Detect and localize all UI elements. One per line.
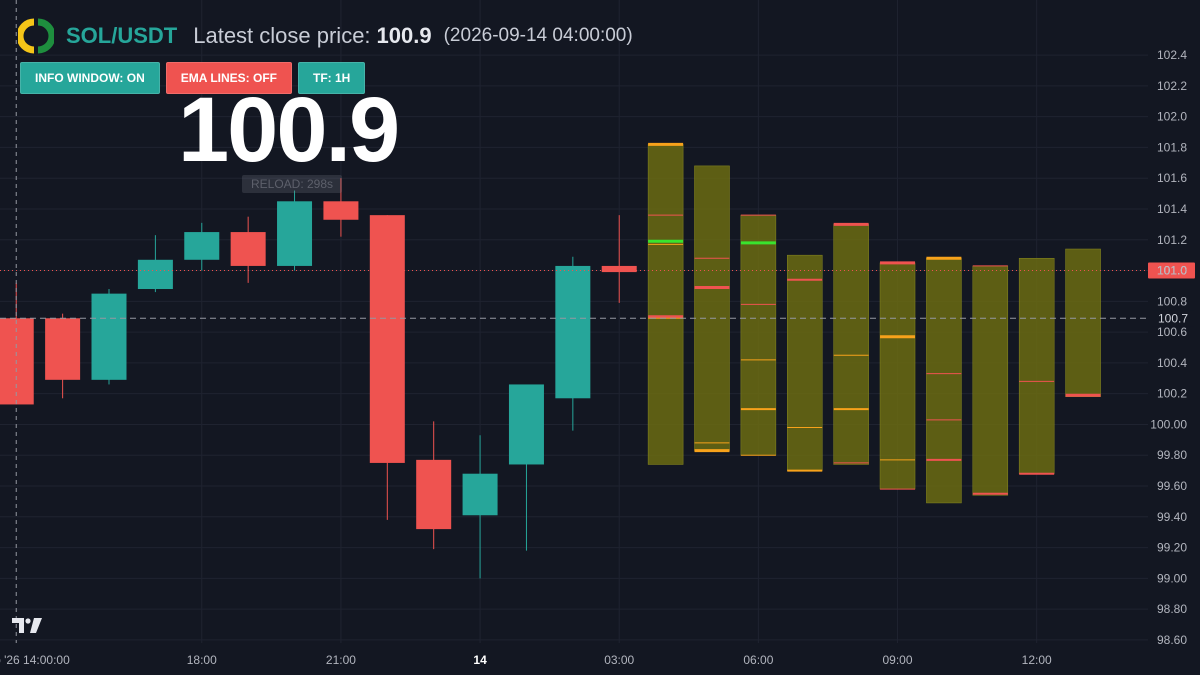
y-tick-label: 99.20 bbox=[1157, 541, 1187, 555]
y-tick-label: 100.8 bbox=[1157, 294, 1187, 308]
y-tick-label: 99.00 bbox=[1157, 571, 1187, 585]
chart-header: SOL/USDT Latest close price: 100.9 (2026… bbox=[18, 18, 633, 54]
y-tick-label: 101.4 bbox=[1157, 202, 1187, 216]
timeframe-button[interactable]: TF: 1H bbox=[297, 62, 366, 94]
candle-body bbox=[416, 459, 452, 530]
x-tick-label: 09:00 bbox=[883, 653, 913, 667]
y-tick-label: 100.6 bbox=[1157, 325, 1187, 339]
projection-box bbox=[879, 262, 916, 490]
big-price-display: 100.9 bbox=[178, 79, 400, 181]
candle-body bbox=[91, 293, 127, 380]
projection-box bbox=[787, 254, 823, 471]
reload-countdown: RELOAD: 298s bbox=[242, 175, 342, 193]
symbol-label: SOL/USDT bbox=[66, 23, 178, 48]
candle-body bbox=[137, 259, 173, 290]
x-tick-label: 06:00 bbox=[743, 653, 773, 667]
tradingview-logo-icon[interactable] bbox=[12, 618, 44, 634]
price-lines: 101.0 100.7 bbox=[0, 0, 1195, 643]
y-tick-label: 100.2 bbox=[1157, 387, 1187, 401]
price-line-badge bbox=[1148, 262, 1195, 279]
ema-lines-toggle-button[interactable]: EMA LINES: OFF bbox=[165, 62, 292, 94]
y-tick-label: 101.6 bbox=[1157, 171, 1187, 185]
x-tick-label: 03:00 bbox=[604, 653, 634, 667]
projection-box bbox=[1065, 248, 1101, 398]
price-line-label: 100.7 bbox=[1158, 311, 1188, 325]
y-tick-label: 98.80 bbox=[1157, 602, 1187, 616]
price-line-badge bbox=[1152, 310, 1194, 327]
x-tick-label: 14 bbox=[473, 653, 487, 667]
candle-body bbox=[0, 318, 34, 405]
candle-body bbox=[601, 265, 637, 273]
candle-body bbox=[323, 201, 359, 220]
projection-box bbox=[926, 257, 962, 504]
candle-body bbox=[508, 384, 544, 465]
candle-body bbox=[555, 265, 591, 399]
candle-body bbox=[45, 318, 81, 380]
close-price-time: (2026-09-14 04:00:00) bbox=[443, 25, 633, 46]
info-window-toggle-button[interactable]: INFO WINDOW: ON bbox=[20, 62, 160, 94]
solana-logo-icon bbox=[18, 18, 54, 54]
y-tick-label: 101.0 bbox=[1157, 264, 1187, 278]
y-tick-label: 100.4 bbox=[1157, 356, 1187, 370]
x-tick-label: 13 Sep '26 14:00:00 bbox=[0, 653, 70, 667]
y-tick-label: 99.80 bbox=[1157, 448, 1187, 462]
projection-box bbox=[972, 265, 1009, 496]
y-tick-label: 100.00 bbox=[1150, 417, 1187, 431]
projection-layer bbox=[647, 142, 1101, 504]
y-tick-label: 102.2 bbox=[1157, 79, 1187, 93]
candle-body bbox=[462, 473, 498, 516]
x-tick-label: 18:00 bbox=[187, 653, 217, 667]
toolbar: INFO WINDOW: ON EMA LINES: OFF TF: 1H bbox=[20, 62, 366, 94]
y-tick-label: 102.4 bbox=[1157, 48, 1187, 62]
y-tick-label: 102.0 bbox=[1157, 110, 1187, 124]
close-price-label: Latest close price: bbox=[193, 23, 371, 48]
x-tick-label: 12:00 bbox=[1022, 653, 1052, 667]
close-price-value: 100.9 bbox=[376, 23, 432, 48]
price-line-label: 101.0 bbox=[1157, 264, 1187, 278]
projection-box bbox=[833, 224, 869, 465]
y-tick-label: 99.60 bbox=[1157, 479, 1187, 493]
y-tick-label: 101.8 bbox=[1157, 140, 1187, 154]
candle-layer bbox=[0, 178, 637, 579]
projection-box bbox=[647, 144, 684, 465]
candle-body bbox=[184, 232, 220, 260]
y-tick-label: 99.40 bbox=[1157, 510, 1187, 524]
projection-box bbox=[740, 214, 777, 456]
y-tick-label: 101.2 bbox=[1157, 233, 1187, 247]
y-tick-label: 98.60 bbox=[1157, 633, 1187, 647]
projection-box bbox=[694, 165, 730, 451]
x-tick-label: 21:00 bbox=[326, 653, 356, 667]
candle-body bbox=[369, 215, 405, 463]
candle-body bbox=[277, 201, 313, 266]
projection-box bbox=[1018, 257, 1055, 474]
axes: 102.4 102.2 102.0 101.8 101.6 101.4 101.2 101.0… bbox=[0, 48, 1187, 667]
candle-body bbox=[230, 232, 266, 266]
